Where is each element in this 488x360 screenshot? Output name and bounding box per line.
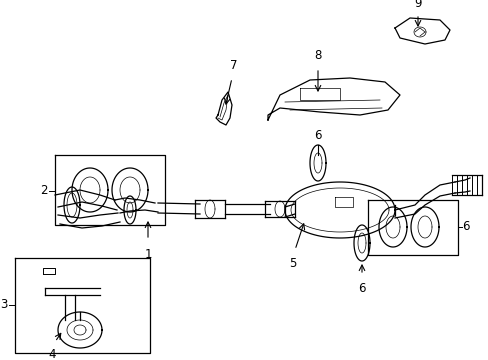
Text: 6: 6 — [461, 220, 468, 234]
Text: 3: 3 — [0, 298, 8, 311]
Text: 7: 7 — [230, 59, 237, 72]
Text: 9: 9 — [413, 0, 421, 10]
Text: 2: 2 — [41, 184, 48, 198]
Text: 1: 1 — [144, 248, 151, 261]
Text: 4: 4 — [48, 348, 56, 360]
Text: 8: 8 — [314, 49, 321, 62]
Text: 6: 6 — [314, 129, 321, 142]
Text: 6: 6 — [358, 282, 365, 295]
Text: 5: 5 — [289, 257, 296, 270]
